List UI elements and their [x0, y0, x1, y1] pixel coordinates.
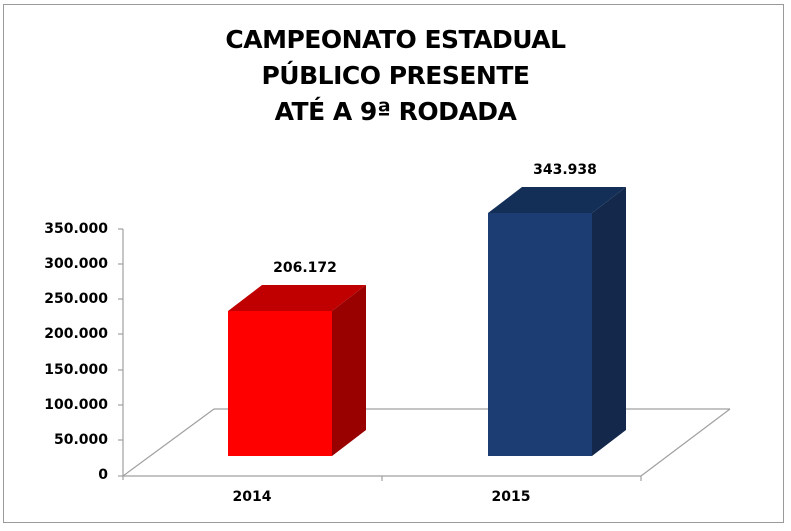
- chart-frame: [3, 4, 784, 523]
- y-tick-label: 350.000: [44, 221, 108, 237]
- chart-title-line-3: ATÉ A 9ª RODADA: [274, 97, 517, 126]
- chart-title-line-2: PÚBLICO PRESENTE: [261, 61, 530, 90]
- data-label-2015: 343.938: [533, 162, 597, 178]
- y-tick-label: 100.000: [44, 397, 108, 413]
- y-tick-label: 300.000: [44, 256, 108, 272]
- floor-plane: [122, 408, 731, 481]
- y-tick-label: 250.000: [44, 291, 108, 307]
- data-label-2014: 206.172: [273, 260, 337, 276]
- bar-2014: [228, 285, 366, 456]
- y-tick-label: 50.000: [53, 432, 108, 448]
- bar-2014-front: [228, 311, 332, 456]
- y-tick-label: 150.000: [44, 362, 108, 378]
- y-tick-label: 0: [98, 467, 108, 483]
- x-category-label-2014: 2014: [232, 489, 272, 505]
- bar-2014-side: [332, 285, 366, 456]
- bar-2015-side: [592, 187, 626, 456]
- bar-2015-front: [488, 213, 592, 456]
- bar-2015: [488, 187, 626, 456]
- bar-2015-top: [488, 187, 626, 213]
- chart-title-line-1: CAMPEONATO ESTADUAL: [225, 25, 566, 54]
- y-axis: [118, 228, 124, 480]
- y-tick-label: 200.000: [44, 326, 108, 342]
- x-category-label-2015: 2015: [491, 489, 531, 505]
- chart-title: CAMPEONATO ESTADUAL PÚBLICO PRESENTE ATÉ…: [0, 22, 791, 130]
- bar-2014-top: [228, 285, 366, 311]
